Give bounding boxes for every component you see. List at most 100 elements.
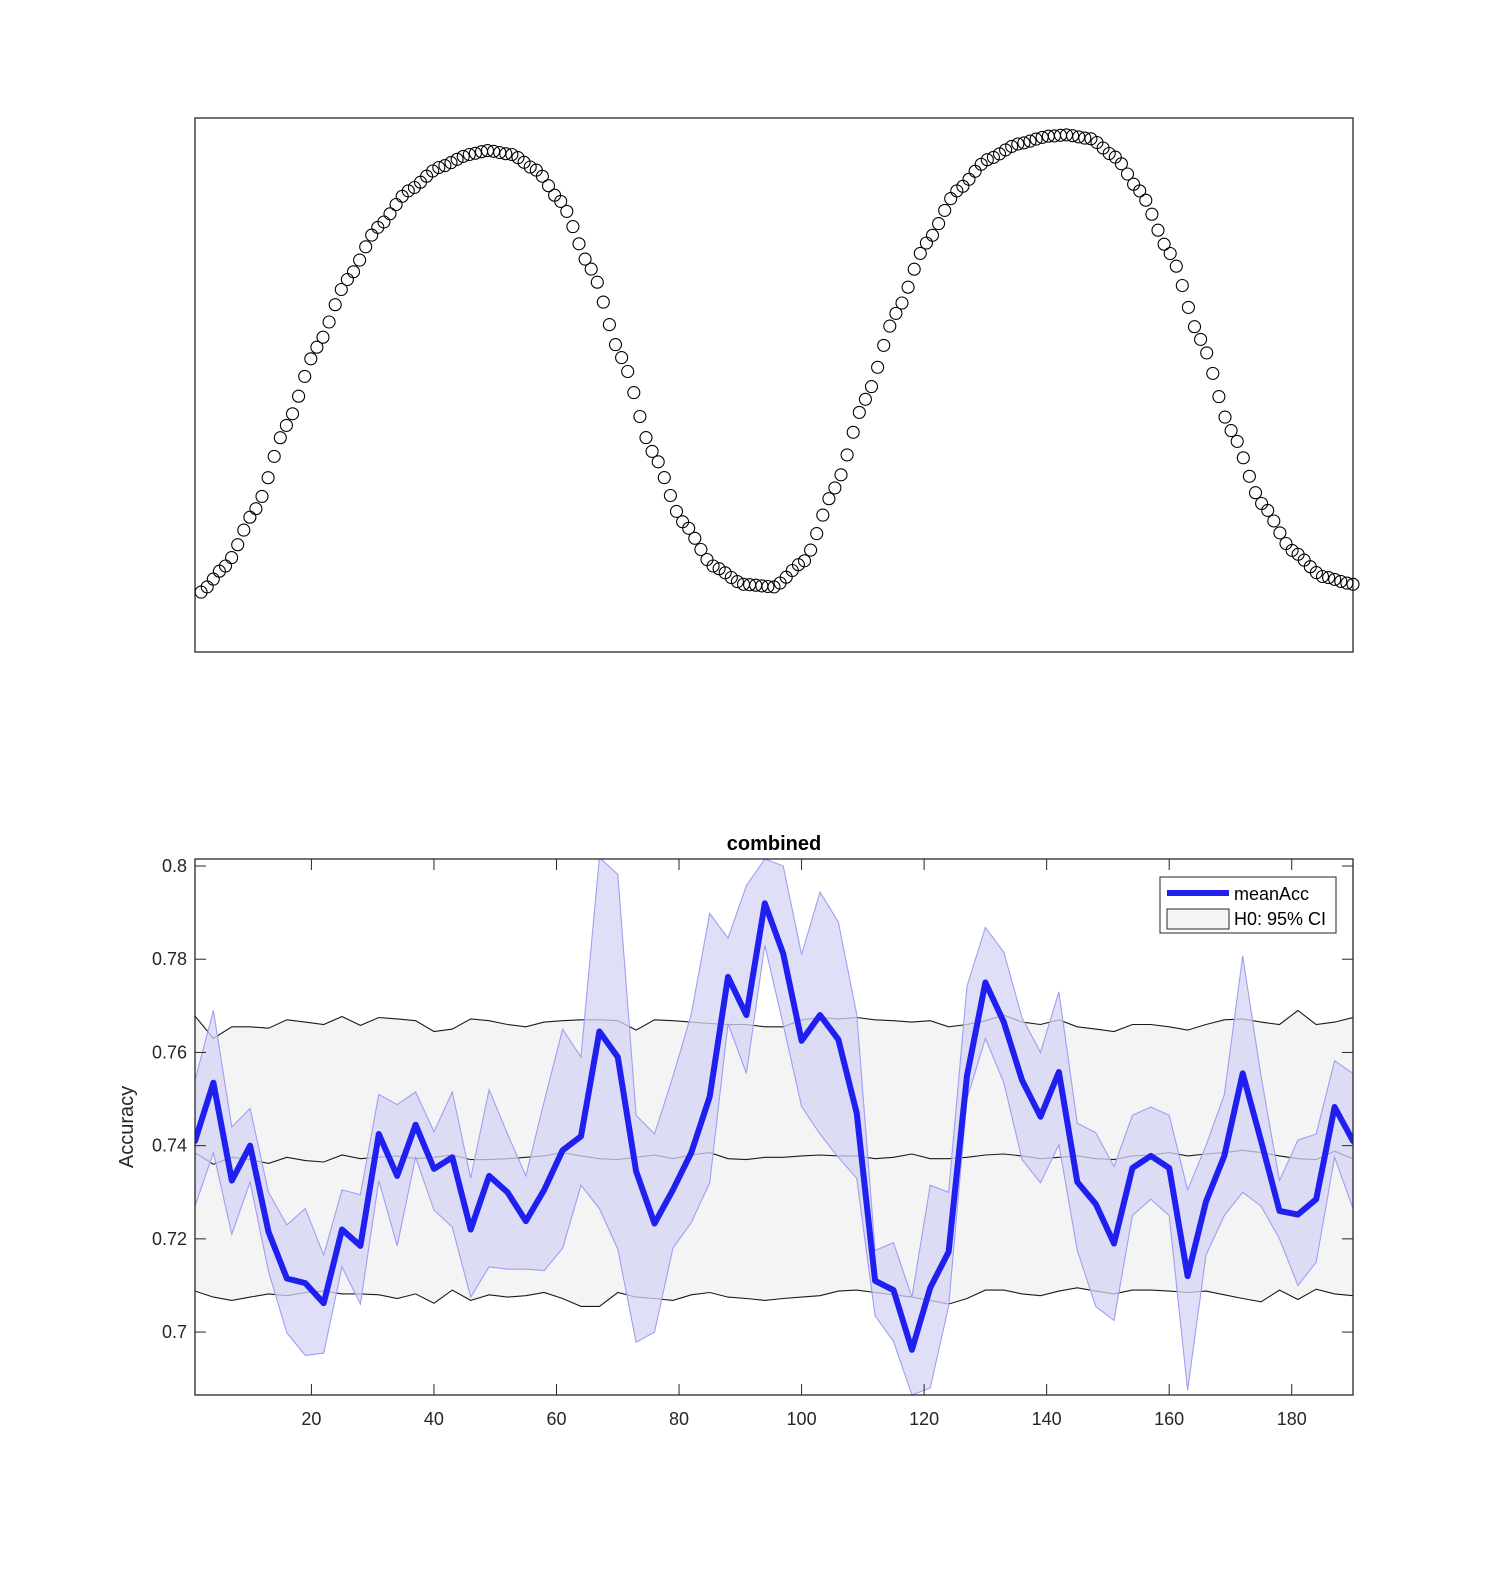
top-marker-point [1005,139,1019,153]
top-marker-point [1267,514,1281,528]
x-tick-label: 140 [1032,1409,1062,1429]
top-marker-point [1315,569,1330,584]
top-marker-point [816,508,830,522]
top-marker-point [1066,129,1080,143]
top-marker-point [554,194,568,208]
top-marker-point [578,252,592,266]
bottom-y-axis-label: Accuracy [116,1086,138,1168]
top-marker-point [444,156,458,170]
top-marker-point [913,246,927,260]
top-marker-point [499,147,513,161]
legend-h0-label: H0: 95% CI [1234,909,1326,929]
top-marker-point [621,364,635,379]
top-marker-point [669,504,684,518]
top-marker-point [1133,184,1147,198]
top-marker-point [328,298,342,312]
h0-ci-lower-line [195,1287,1353,1307]
top-marker-point [1078,131,1092,145]
top-axes-box [194,117,1354,653]
legend-h0-swatch [1166,908,1230,930]
x-tick-label: 80 [669,1409,689,1429]
top-marker-point [1139,193,1153,207]
top-marker-point [1346,577,1360,591]
top-marker-point [608,338,623,352]
top-marker-point [292,389,306,403]
top-marker-point [1230,434,1244,448]
top-marker-point [938,203,952,217]
top-marker-point [456,149,470,163]
top-marker-point [359,240,373,254]
top-marker-point [316,330,330,344]
top-marker-point [840,448,854,462]
top-marker-point [1248,486,1263,500]
top-marker-point [1334,574,1348,588]
legend: meanAcc H0: 95% CI [1159,876,1337,934]
top-marker-point [310,340,324,354]
top-marker-point [1163,246,1177,261]
y-tick-label: 0.8 [162,856,187,876]
x-tick-label: 120 [909,1409,939,1429]
top-marker-point [334,282,348,297]
top-marker-point [279,418,293,432]
top-marker-point [1017,136,1031,150]
top-marker-point [255,489,269,503]
top-marker-point [231,538,245,552]
bottom-axes-box [194,858,1354,1396]
top-marker-point [834,468,848,482]
top-marker-point [901,280,915,294]
top-marker-point [596,295,610,309]
top-marker-point [1187,320,1202,334]
meanacc-confidence-band [195,859,1353,1395]
x-tick-label: 180 [1277,1409,1307,1429]
top-marker-point [353,253,367,267]
top-marker-point [322,315,336,329]
top-marker-point [1340,576,1354,590]
y-tick-label: 0.72 [152,1229,187,1249]
top-marker-point [980,153,994,167]
top-marker-point [761,579,775,594]
top-marker-point [883,319,897,333]
top-marker-point [1023,134,1037,148]
bottom-plot: 20 40 60 80 100 120 140 160 180 0.70.720.740.760… [116,833,1354,1429]
top-marker-point [438,159,452,173]
top-marker-point [871,360,885,374]
top-marker-point [590,275,604,289]
top-marker-point [907,262,921,276]
top-marker-point [1328,572,1342,586]
top-marker-point [706,559,720,573]
legend-meanacc-label: meanAcc [1234,884,1309,904]
top-marker-point [1157,237,1171,251]
top-marker-point [1102,146,1116,161]
top-marker-point [261,471,275,485]
top-marker-point [273,431,287,445]
top-marker-point [633,409,647,424]
top-marker-point [1212,390,1226,404]
top-marker-point [401,184,415,198]
top-marker-point [846,425,860,439]
top-marker-point [877,338,891,352]
top-marker-point [1200,346,1214,360]
x-tick-label: 160 [1154,1409,1184,1429]
top-marker-point [810,527,824,541]
top-marker-point [663,488,677,503]
top-marker-point [864,380,879,394]
top-marker-point [462,147,476,162]
bottom-x-ticks: 20 40 60 80 100 120 140 160 180 [301,859,1307,1429]
top-marker-point [1151,223,1165,237]
top-marker-point [889,306,903,320]
top-marker-point [1011,137,1025,151]
x-tick-label: 20 [301,1409,321,1429]
top-marker-series [194,128,1360,599]
top-marker-point [822,492,836,506]
bottom-y-ticks: 0.7 0.72 0.74 0.76 0.78 0.8 [152,856,1353,1342]
top-marker-point [267,449,281,463]
top-marker-point [572,237,586,251]
top-marker-point [560,204,574,218]
top-marker-point [602,318,616,332]
top-marker-point [523,160,537,174]
y-tick-label: 0.7 [162,1322,187,1342]
top-marker-point [804,543,818,557]
top-marker-point [645,444,659,458]
top-plot [194,117,1360,653]
